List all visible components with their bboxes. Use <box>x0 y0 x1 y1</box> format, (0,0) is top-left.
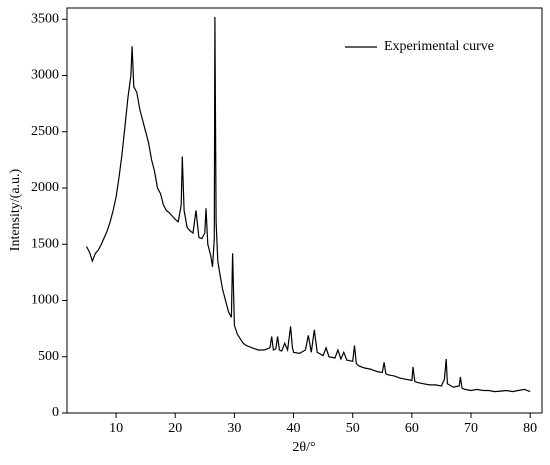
legend-label: Experimental curve <box>384 39 494 54</box>
y-tick-label: 2000 <box>31 180 59 195</box>
x-tick-label: 60 <box>405 421 419 436</box>
y-tick-label: 500 <box>38 349 59 364</box>
y-tick-label: 1500 <box>31 236 59 251</box>
x-tick-label: 50 <box>346 421 360 436</box>
x-tick-label: 20 <box>168 421 182 436</box>
x-tick-label: 40 <box>287 421 301 436</box>
y-tick-label: 1000 <box>31 293 59 308</box>
data-line <box>85 16 531 393</box>
x-axis-label: 2θ/° <box>292 440 315 455</box>
y-tick-label: 3500 <box>31 11 59 26</box>
y-axis-label: Intensity/(a.u.) <box>8 168 23 251</box>
x-tick-label: 30 <box>227 421 241 436</box>
y-tick-label: 2500 <box>31 124 59 139</box>
x-tick-label: 80 <box>523 421 537 436</box>
plot-frame <box>66 7 543 414</box>
y-tick-label: 0 <box>52 405 59 420</box>
x-tick-label: 70 <box>464 421 478 436</box>
y-tick-label: 3000 <box>31 68 59 83</box>
x-tick-label: 10 <box>109 421 123 436</box>
